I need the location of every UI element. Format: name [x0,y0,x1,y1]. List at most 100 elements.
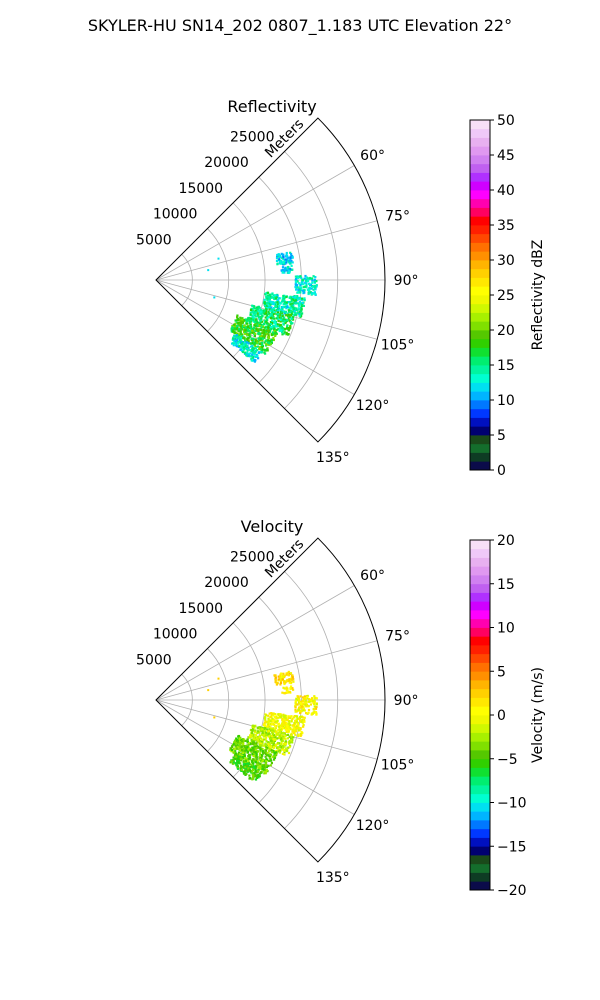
echo-pixel [276,253,279,257]
echo-pixel [280,727,284,730]
echo-pixel [261,765,264,768]
echo-pixel [270,729,273,732]
echo-pixel [255,339,258,342]
colorbar-label: Reflectivity dBZ [530,240,546,351]
echo-pixel [280,714,283,717]
echo-pixel [253,305,256,308]
echo-pixel [265,769,268,772]
echo-pixel [260,312,263,316]
echo-pixel [251,354,254,357]
echo-pixel [291,676,294,679]
echo-pixel [273,715,277,719]
echo-pixel [303,291,306,294]
echo-pixel [277,319,280,323]
echo-pixel [268,300,271,303]
echo-pixel [259,317,262,320]
echo-pixel [239,741,242,744]
echo-pixel [274,324,278,327]
echo-pixel [299,286,302,289]
echo-pixel [262,751,265,754]
echo-pixel [247,353,250,356]
echo-pixel [304,274,307,278]
echo-pixel [252,733,255,736]
echo-pixel [279,683,282,686]
echo-pixel [261,345,264,349]
echo-pixel [296,295,299,298]
echo-pixel [280,269,284,272]
echo-pixel [281,266,285,269]
azimuth-gridline [155,585,355,701]
colorbar-segment [470,330,490,340]
colorbar-tick-label: 10 [497,393,515,409]
echo-pixel [286,691,289,694]
echo-pixel [312,711,315,714]
echo-pixel [235,755,238,758]
echo-pixel [262,325,265,328]
radial-tick-label: 25000 [230,129,275,145]
echo-pixel [291,298,294,301]
echo-pixel [270,326,273,329]
echo-pixel [314,711,318,714]
echo-pixel [246,770,249,773]
echo-pixel [286,306,289,309]
echo-pixel [272,729,275,732]
echo-pixel [273,743,276,747]
echo-pixel [277,297,281,300]
echo-pixel [295,280,298,283]
echo-pixel [258,736,261,739]
echo-pixel [304,703,307,706]
echo-pixel [261,336,265,339]
echo-pixel [281,331,284,334]
echo-pixel [274,301,277,305]
echo-pixel [294,302,297,305]
colorbar-segment [470,846,490,856]
echo-pixel [267,331,270,334]
echo-pixel [242,740,245,743]
echo-pixel [245,749,248,752]
echo-pixel [234,752,237,755]
echo-pixel [297,701,301,704]
echo-pixel [303,695,306,698]
echo-pixel [286,718,289,721]
echo-pixel [256,750,259,753]
echo-pixel [296,299,299,302]
echo-pixel [258,332,261,335]
echo-pixel [257,767,260,771]
echo-pixel [313,285,316,288]
echo-pixel [291,674,294,677]
echo-pixel [315,284,318,287]
echo-pixel [233,325,236,328]
colorbar-segment [470,636,490,646]
echo-pixel [296,720,299,723]
echo-pixel [264,716,267,719]
echo-pixel [231,330,235,333]
radial-tick-label: 10000 [153,627,198,643]
echo-pixel [269,764,272,767]
colorbar-segment [470,216,490,226]
echo-pixel [315,705,318,709]
echo-pixel [247,748,250,751]
echo-pixel [266,314,269,317]
echo-pixel [257,766,260,769]
colorbar-tick-label: 25 [497,288,515,304]
echo-pixel [252,765,255,768]
echo-pixel [251,342,254,345]
echo-pixel [254,775,257,778]
echo-pixel [238,318,241,322]
echo-pixel [309,283,313,286]
echo-pixel [251,773,254,776]
echo-pixel [307,708,311,712]
echo-pixel [282,746,285,749]
echo-pixel [272,296,275,299]
echo-pixel [282,720,285,723]
echo-pixel [301,297,304,300]
echo-pixel [280,252,283,255]
echo-pixel [284,743,287,746]
echo-pixel [279,677,282,680]
colorbar-segment [470,811,490,821]
echo-pixel [275,256,279,260]
echo-pixel [251,307,254,310]
echo-pixel [284,321,287,325]
echo-pixel [268,725,271,728]
echo-pixel [301,716,305,719]
